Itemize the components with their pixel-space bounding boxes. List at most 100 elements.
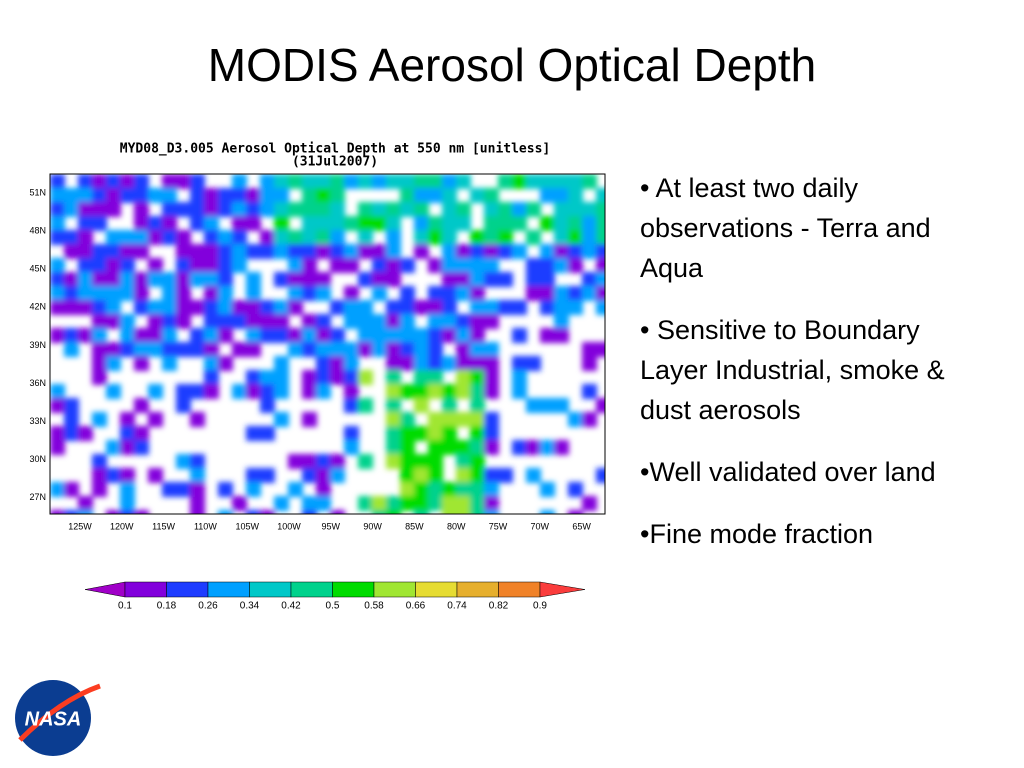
aerosol-cell bbox=[386, 272, 401, 287]
colorbar-label: 0.1 bbox=[118, 601, 132, 612]
aerosol-cell bbox=[540, 482, 555, 497]
aerosol-cell bbox=[386, 202, 401, 217]
lon-label: 125W bbox=[68, 521, 92, 531]
aerosol-cell bbox=[316, 216, 331, 231]
aerosol-cell bbox=[106, 356, 121, 371]
aerosol-cell bbox=[498, 202, 513, 217]
aerosol-cell bbox=[148, 300, 163, 315]
aerosol-cell bbox=[442, 188, 457, 203]
aerosol-cell bbox=[204, 230, 219, 245]
colorbar-swatch bbox=[166, 581, 209, 598]
aerosol-cell bbox=[106, 174, 121, 189]
aerosol-cell bbox=[218, 244, 233, 259]
aerosol-cell bbox=[554, 230, 569, 245]
aerosol-cell bbox=[190, 202, 205, 217]
aerosol-cell bbox=[50, 174, 65, 189]
aerosol-cell bbox=[568, 482, 583, 497]
lon-label: 85W bbox=[405, 521, 424, 531]
aerosol-cell bbox=[260, 230, 275, 245]
aerosol-cell bbox=[274, 328, 289, 343]
aerosol-cell bbox=[246, 468, 261, 483]
aerosol-cell bbox=[302, 174, 317, 189]
aerosol-cell bbox=[302, 412, 317, 427]
aerosol-cell bbox=[372, 272, 387, 287]
aerosol-cell bbox=[246, 482, 261, 497]
aerosol-cell bbox=[428, 174, 443, 189]
lat-label: 39N bbox=[29, 340, 46, 350]
aerosol-cell bbox=[246, 426, 261, 441]
aerosol-cell bbox=[134, 188, 149, 203]
aerosol-cell bbox=[400, 384, 415, 399]
colorbar-label: 0.58 bbox=[364, 601, 384, 612]
lon-label: 115W bbox=[152, 521, 175, 531]
bullet: •Fine mode fraction bbox=[640, 519, 874, 549]
aerosol-cell bbox=[456, 314, 471, 329]
aerosol-cell bbox=[484, 272, 499, 287]
aerosol-cell bbox=[512, 300, 527, 315]
aerosol-cell bbox=[330, 328, 345, 343]
aerosol-cell bbox=[190, 454, 205, 469]
aerosol-cell bbox=[344, 398, 359, 413]
aerosol-cell bbox=[204, 216, 219, 231]
aerosol-cell bbox=[344, 440, 359, 455]
aerosol-cell bbox=[148, 328, 163, 343]
aerosol-cell bbox=[64, 426, 79, 441]
aerosol-cell bbox=[190, 188, 205, 203]
aerosol-cell bbox=[78, 258, 93, 273]
aerosol-cell bbox=[498, 272, 513, 287]
aerosol-cell bbox=[428, 468, 443, 483]
aerosol-cell bbox=[162, 314, 177, 329]
aerosol-cell bbox=[246, 216, 261, 231]
aerosol-cell bbox=[302, 510, 317, 514]
aerosol-cell bbox=[92, 188, 107, 203]
lon-label: 80W bbox=[447, 521, 466, 531]
aerosol-cell bbox=[484, 356, 499, 371]
aerosol-cell bbox=[274, 202, 289, 217]
aerosol-cell bbox=[428, 356, 443, 371]
aerosol-cell bbox=[554, 258, 569, 273]
aerosol-cell bbox=[232, 188, 247, 203]
aerosol-cell bbox=[526, 356, 541, 371]
lon-label: 105W bbox=[235, 521, 259, 531]
aerosol-cell bbox=[330, 174, 345, 189]
aerosol-cell bbox=[358, 300, 373, 315]
aerosol-cell bbox=[50, 426, 65, 441]
aerosol-cell bbox=[442, 286, 457, 301]
aerosol-cell bbox=[456, 496, 471, 511]
aerosol-cell bbox=[484, 258, 499, 273]
aerosol-cell bbox=[470, 342, 485, 357]
logo-text: NASA bbox=[25, 708, 82, 730]
aerosol-cell bbox=[232, 496, 247, 511]
aerosol-cell bbox=[50, 188, 65, 203]
aerosol-cell bbox=[50, 384, 65, 399]
aerosol-cell bbox=[106, 300, 121, 315]
aerosol-cell bbox=[372, 174, 387, 189]
aerosol-cell bbox=[288, 286, 303, 301]
aerosol-cell bbox=[162, 342, 177, 357]
aerosol-cell bbox=[400, 412, 415, 427]
aerosol-cell bbox=[134, 272, 149, 287]
aerosol-cell bbox=[442, 272, 457, 287]
aerosol-cell bbox=[470, 230, 485, 245]
aerosol-cell bbox=[582, 244, 597, 259]
aerosol-cell bbox=[498, 174, 513, 189]
aerosol-cell bbox=[358, 454, 373, 469]
aerosol-cell bbox=[134, 510, 149, 514]
aerosol-cell bbox=[120, 286, 135, 301]
aerosol-cell bbox=[78, 216, 93, 231]
aerosol-cell bbox=[456, 468, 471, 483]
aerosol-cell bbox=[582, 496, 597, 511]
aerosol-cell bbox=[190, 468, 205, 483]
aerosol-cell bbox=[78, 300, 93, 315]
aerosol-cell bbox=[540, 398, 555, 413]
aerosol-cell bbox=[470, 370, 485, 385]
colorbar-swatch bbox=[456, 581, 499, 598]
aerosol-cell bbox=[414, 356, 429, 371]
aerosol-cell bbox=[442, 300, 457, 315]
aerosol-cell bbox=[316, 202, 331, 217]
aerosol-cell bbox=[190, 272, 205, 287]
aerosol-cell bbox=[218, 202, 233, 217]
aerosol-cell bbox=[162, 356, 177, 371]
aerosol-cell bbox=[330, 370, 345, 385]
aerosol-cell bbox=[456, 370, 471, 385]
